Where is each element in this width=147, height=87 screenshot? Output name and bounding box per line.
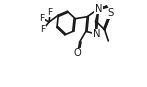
Text: N: N xyxy=(93,29,100,39)
Text: N: N xyxy=(95,4,102,14)
Text: F: F xyxy=(39,14,45,23)
Text: O: O xyxy=(74,48,82,58)
Text: S: S xyxy=(108,9,114,18)
Text: F: F xyxy=(40,25,46,34)
Text: F: F xyxy=(47,8,53,17)
